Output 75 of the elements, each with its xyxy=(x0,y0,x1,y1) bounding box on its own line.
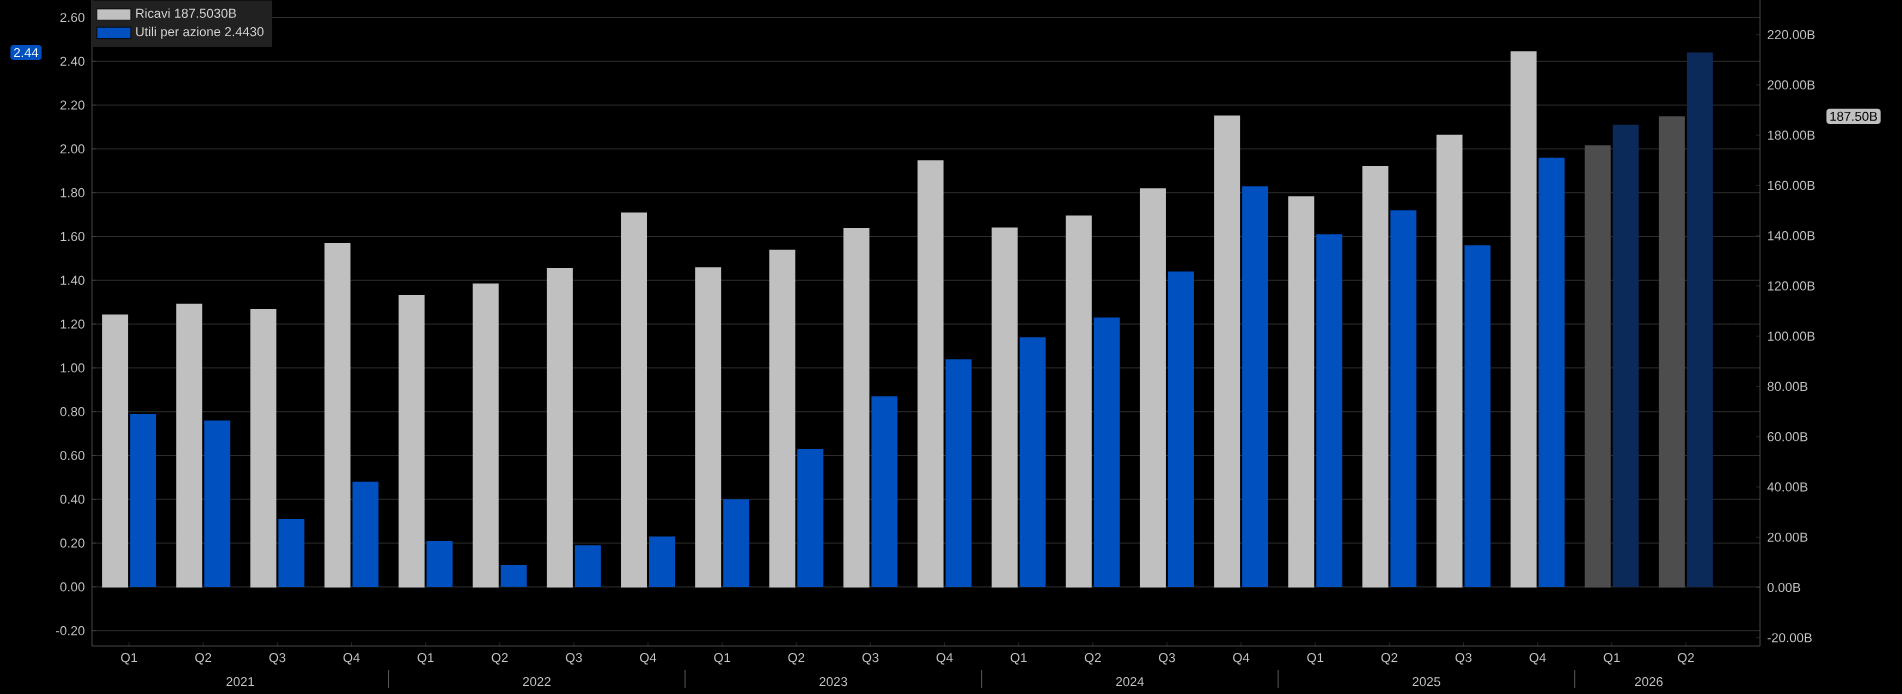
bar xyxy=(546,268,573,588)
x-tick-label: Q1 xyxy=(714,653,731,665)
x-tick-label: Q2 xyxy=(195,653,212,665)
y2-tick-label: 160.00B xyxy=(1768,180,1815,191)
bar xyxy=(250,309,277,588)
x-tick-label: Q3 xyxy=(1455,653,1472,665)
y-tick-label: 1.00 xyxy=(60,363,85,373)
y-tick-label: 2.60 xyxy=(60,12,85,23)
bar xyxy=(426,540,453,587)
y2-tick-label: 0.00B xyxy=(1767,582,1801,593)
bar xyxy=(723,499,750,587)
x-tick-label: Q4 xyxy=(1529,653,1546,665)
x-tick-label: Q4 xyxy=(343,653,360,665)
x-tick-label: Q3 xyxy=(565,653,582,665)
y-tick-label: 2.40 xyxy=(60,56,85,66)
bar xyxy=(500,564,527,587)
y-tick-label: 0.60 xyxy=(60,450,85,461)
y-tick-label: 1.20 xyxy=(60,319,85,329)
x-tick-label: Q1 xyxy=(1010,653,1027,665)
x-tick-label: Q2 xyxy=(1677,653,1694,665)
bar xyxy=(324,242,351,588)
y-tick-label: 0.80 xyxy=(60,407,85,417)
text: 2025 xyxy=(1412,677,1441,687)
y-tick-label: 1.80 xyxy=(60,188,85,198)
bar xyxy=(649,536,676,587)
y-tick-label: 1.60 xyxy=(60,231,85,242)
x-tick-label: Q3 xyxy=(862,653,879,665)
bar xyxy=(769,249,796,588)
y2-tick-label: 140.00B xyxy=(1768,231,1815,241)
bar xyxy=(472,283,499,588)
y2-tick-label: 120.00B xyxy=(1768,281,1815,291)
bar xyxy=(278,518,305,587)
x-tick-label: Q4 xyxy=(639,653,657,665)
text: 187.50B xyxy=(1830,111,1877,121)
x-tick-label: Q1 xyxy=(121,653,138,665)
x-tick-label: Q4 xyxy=(936,653,953,665)
text: 2.44 xyxy=(14,48,39,58)
y-tick-label: 0.00 xyxy=(60,582,85,592)
x-tick-label: Q3 xyxy=(269,653,286,665)
legend-label: Ricavi 187.5030B xyxy=(136,8,236,18)
y-tick-label: 1.40 xyxy=(60,275,85,285)
bar xyxy=(695,267,722,588)
y2-tick-label: 20.00B xyxy=(1767,532,1808,542)
y-tick-label: 2.00 xyxy=(60,144,85,154)
x-tick-label: Q1 xyxy=(1603,653,1620,665)
y2-tick-label: 80.00B xyxy=(1767,381,1808,392)
y2-tick-label: 60.00B xyxy=(1767,432,1808,442)
bar xyxy=(621,212,648,588)
y2-tick-label: -20.00B xyxy=(1767,633,1812,643)
text: 2026 xyxy=(1635,677,1663,687)
text: 2024 xyxy=(1116,677,1144,687)
x-tick-label: Q1 xyxy=(1307,653,1324,665)
x-tick-label: Q4 xyxy=(1233,653,1250,665)
text: 2022 xyxy=(523,677,551,687)
x-tick-label: Q3 xyxy=(1158,653,1176,665)
text: 2021 xyxy=(226,677,255,687)
bar xyxy=(398,294,425,588)
bar xyxy=(352,481,379,587)
y-tick-label: 0.20 xyxy=(60,538,85,548)
y-tick-label: -0.20 xyxy=(56,626,85,636)
x-tick-label: Q2 xyxy=(491,653,508,665)
y2-tick-label: 180.00B xyxy=(1768,130,1815,140)
y-tick-label: 2.20 xyxy=(60,100,85,110)
x-tick-label: Q2 xyxy=(1084,653,1101,665)
y2-tick-label: 100.00B xyxy=(1768,331,1815,341)
y-tick-label: 0.40 xyxy=(60,494,85,504)
x-tick-label: Q1 xyxy=(417,653,434,665)
text: 2023 xyxy=(819,677,848,687)
x-tick-label: Q2 xyxy=(788,653,805,665)
legend-label: Utili per azione 2.4430 xyxy=(136,26,264,39)
y2-tick-label: 200.00B xyxy=(1767,80,1815,90)
y2-tick-label: 40.00B xyxy=(1767,482,1808,492)
y2-tick-label: 220.00B xyxy=(1767,30,1815,40)
bar xyxy=(574,545,601,587)
x-tick-label: Q2 xyxy=(1381,653,1398,665)
